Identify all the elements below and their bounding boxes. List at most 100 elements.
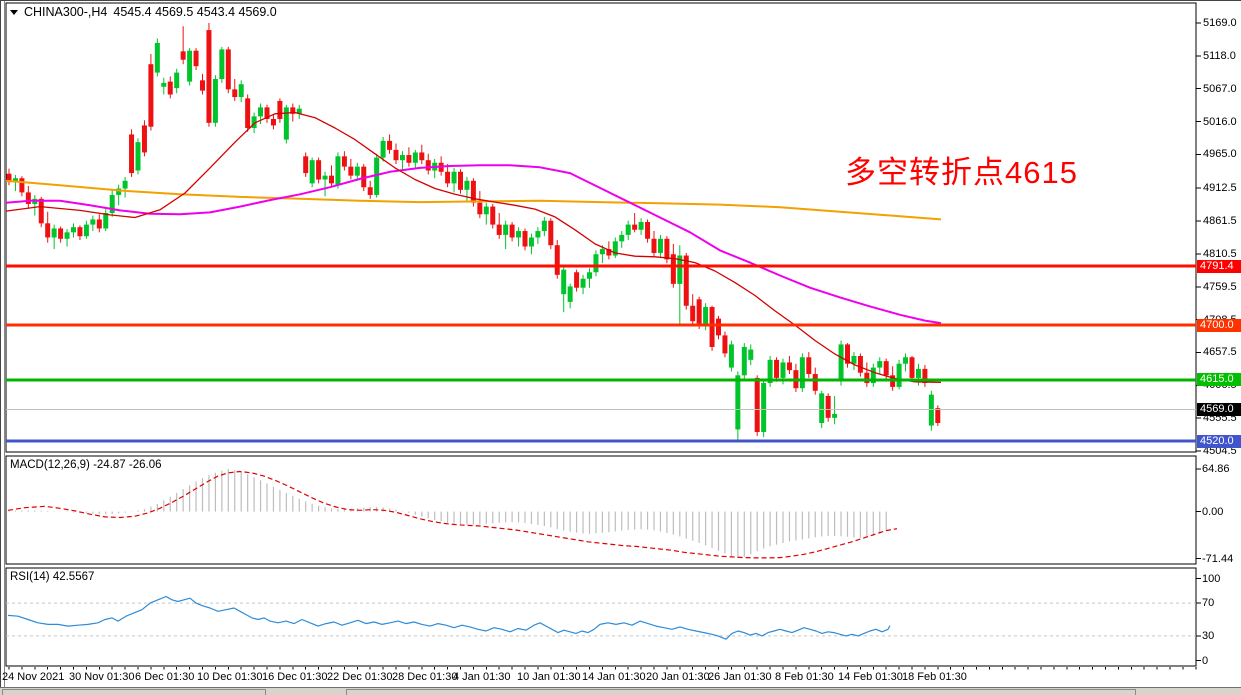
candle-body bbox=[135, 142, 141, 171]
candle-body bbox=[741, 346, 747, 376]
candle-body bbox=[116, 188, 122, 195]
candle-body bbox=[316, 160, 322, 180]
candle-body bbox=[819, 393, 825, 423]
candle-body bbox=[64, 232, 70, 239]
candle-body bbox=[90, 219, 96, 225]
candle-body bbox=[528, 237, 534, 247]
candle-body bbox=[206, 30, 212, 123]
candle-body bbox=[503, 224, 509, 235]
candle-body bbox=[329, 175, 334, 184]
candle-body bbox=[670, 254, 676, 284]
price-line-badge-4520.0: 4520.0 bbox=[1197, 435, 1241, 448]
time-axis-label: 4 Jan 01:30 bbox=[453, 671, 511, 683]
price-line-badge-4791.4: 4791.4 bbox=[1197, 260, 1241, 273]
time-axis-label: 10 Jan 01:30 bbox=[517, 671, 581, 683]
candle-body bbox=[96, 219, 102, 229]
candle-body bbox=[219, 49, 225, 80]
candle-body bbox=[657, 238, 663, 253]
time-axis-label: 14 Feb 01:30 bbox=[838, 671, 903, 683]
candle-body bbox=[554, 245, 560, 275]
price-tick-label: 4861.5 bbox=[1203, 215, 1237, 227]
candle-body bbox=[883, 361, 889, 376]
candle-body bbox=[361, 166, 367, 188]
candle-body bbox=[690, 305, 696, 322]
candle-body bbox=[696, 299, 702, 326]
candle-body bbox=[567, 286, 573, 302]
candle-body bbox=[909, 357, 915, 378]
candle-body bbox=[825, 395, 831, 418]
candle-body bbox=[45, 223, 51, 238]
collapse-arrow-icon[interactable] bbox=[10, 9, 18, 15]
candle-body bbox=[270, 118, 276, 126]
price-tick-label: 4657.5 bbox=[1203, 346, 1237, 358]
candle-body bbox=[122, 180, 128, 189]
time-axis-label: 6 Dec 01:30 bbox=[135, 671, 195, 683]
candle-body bbox=[341, 156, 347, 167]
candle-body bbox=[167, 81, 173, 95]
candle-body bbox=[419, 152, 425, 161]
window-left-border bbox=[0, 1, 6, 695]
candle-body bbox=[709, 307, 715, 347]
candle-body bbox=[928, 394, 934, 426]
candle-body bbox=[303, 156, 309, 174]
candle-body bbox=[857, 355, 863, 373]
candle-body bbox=[77, 227, 83, 237]
candle-body bbox=[380, 140, 386, 158]
chart-text-annotation: 多空转折点4615 bbox=[845, 155, 1078, 190]
candle-body bbox=[283, 107, 289, 140]
candle-body bbox=[799, 357, 805, 389]
candle-body bbox=[786, 362, 792, 371]
symbol-period-label: CHINA300-,H4 bbox=[24, 5, 108, 19]
candle-body bbox=[548, 220, 554, 246]
macd-signal-line bbox=[7, 470, 898, 559]
candle-body bbox=[406, 155, 412, 163]
candle-body bbox=[599, 249, 605, 255]
main-chart-panel[interactable] bbox=[5, 2, 1197, 453]
candle-body bbox=[722, 335, 728, 354]
time-axis-label: 26 Jan 01:30 bbox=[708, 671, 772, 683]
price-tick-label: 4912.5 bbox=[1203, 182, 1237, 194]
candle-body bbox=[309, 160, 315, 184]
candle-body bbox=[935, 408, 941, 423]
ma-magenta-line bbox=[5, 164, 942, 325]
candle-body bbox=[425, 160, 431, 171]
candle-body bbox=[593, 254, 599, 273]
candle-body bbox=[161, 82, 167, 87]
candle-body bbox=[103, 213, 109, 229]
candle-body bbox=[838, 344, 844, 380]
candle-body bbox=[638, 222, 644, 230]
candle-body bbox=[832, 413, 838, 418]
chart-info-line: CHINA300-,H4 4545.4 4569.5 4543.4 4569.0 bbox=[10, 5, 277, 19]
candle-body bbox=[651, 238, 657, 253]
time-axis-label: 22 Dec 01:30 bbox=[327, 671, 393, 683]
macd-panel[interactable] bbox=[5, 455, 1197, 565]
candle-body bbox=[516, 231, 522, 238]
candle-body bbox=[154, 42, 160, 73]
candle-body bbox=[296, 108, 302, 114]
candle-body bbox=[412, 152, 418, 163]
candle-body bbox=[71, 227, 76, 233]
time-axis-label: 20 Jan 01:30 bbox=[646, 671, 710, 683]
candle-body bbox=[200, 80, 205, 91]
candle-body bbox=[561, 269, 567, 295]
candle-body bbox=[806, 357, 812, 375]
candle-body bbox=[922, 368, 928, 384]
price-line-badge-4615.0: 4615.0 bbox=[1197, 373, 1241, 386]
candle-body bbox=[735, 375, 741, 430]
candle-body bbox=[445, 171, 451, 184]
candle-body bbox=[877, 361, 883, 368]
candle-body bbox=[367, 187, 373, 195]
candle-body bbox=[606, 249, 612, 256]
candle-body bbox=[845, 344, 850, 364]
rsi-panel[interactable] bbox=[5, 567, 1197, 667]
candle-body bbox=[870, 367, 876, 384]
candle-body bbox=[245, 98, 251, 128]
ma-orange-line bbox=[5, 179, 942, 221]
candle-body bbox=[322, 175, 328, 180]
candle-body bbox=[399, 155, 405, 161]
candle-body bbox=[180, 51, 186, 60]
time-axis-label: 30 Nov 01:30 bbox=[69, 671, 135, 683]
candle-body bbox=[754, 377, 760, 432]
candle-body bbox=[490, 206, 496, 225]
